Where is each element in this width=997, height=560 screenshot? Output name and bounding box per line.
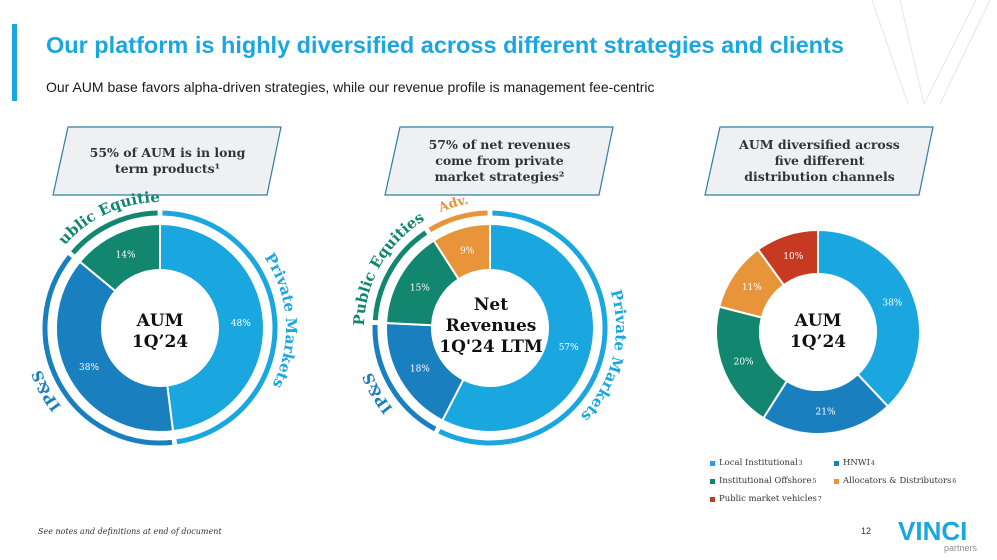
chart1-outer-arc <box>71 210 158 255</box>
callout-line: distribution channels <box>744 169 895 184</box>
chart2-slice-private-markets <box>440 222 595 433</box>
legend-item: Local Institutional 3 <box>710 458 803 468</box>
legend-sup: 5 <box>812 477 817 485</box>
callout-line: term products¹ <box>114 161 221 176</box>
legend-sup: 6 <box>952 477 957 485</box>
legend-label: Local Institutional <box>719 458 798 468</box>
legend-item: HNWI 4 <box>834 458 875 468</box>
center-line: AUM <box>794 311 842 331</box>
chart2-center-label: Net Revenues 1Q'24 LTM <box>431 295 551 358</box>
legend-item: Institutional Offshore 5 <box>710 476 816 486</box>
chart2-value-label: 15% <box>410 284 430 294</box>
callout-shape <box>704 126 934 196</box>
chart2-slice-adv- <box>432 222 491 281</box>
callout-shape <box>52 126 282 196</box>
chart2-arc-label: IP&S <box>359 370 396 417</box>
decorative-v-lines <box>871 0 991 104</box>
legend-sup: 7 <box>817 495 822 503</box>
callout-line: market strategies² <box>434 169 565 184</box>
chart2-value-label: 18% <box>410 365 430 375</box>
legend-swatch <box>710 478 715 484</box>
chart2-value-label: 9% <box>460 246 475 256</box>
center-line: AUM <box>136 311 184 331</box>
chart1-slice-public-equities <box>78 222 161 293</box>
legend-swatch <box>710 496 715 502</box>
callout-line: 57% of net revenues <box>428 137 571 152</box>
chart1-outer-arc <box>42 255 173 446</box>
callout-line: AUM diversified across <box>739 137 900 152</box>
chart1-outer-arc <box>162 210 278 445</box>
chart3-value-label: 20% <box>734 357 754 367</box>
chart2-outer-arc <box>428 210 488 233</box>
vinci-logo-subtitle: partners <box>944 543 978 553</box>
callout-line: five different <box>774 153 865 168</box>
legend-item: Allocators & Distributors 6 <box>834 476 956 486</box>
callout-shape <box>384 126 614 196</box>
chart1-value-label: 14% <box>116 251 136 261</box>
chart3-value-label: 21% <box>816 408 836 418</box>
chart1-value-label: 38% <box>79 363 99 373</box>
callout-net-revenues: 57% of net revenues come from private ma… <box>384 126 615 196</box>
chart2-arc-label: Adv. <box>435 193 469 216</box>
chart1-arc-label: IP&S <box>28 368 65 415</box>
callout-line: 55% of AUM is in long <box>89 145 246 160</box>
chart3-legend: Local Institutional 3 HNWI 4 Institutional… <box>710 458 960 508</box>
chart3-value-label: 10% <box>783 252 803 262</box>
chart2-outer-arc <box>372 230 428 321</box>
chart3-value-label: 38% <box>882 299 902 309</box>
chart3-center-label: AUM 1Q’24 <box>768 311 868 353</box>
chart1-slice-ip-s <box>55 260 175 433</box>
chart2-outer-arc <box>372 324 437 432</box>
center-line: Net <box>473 295 509 315</box>
chart1-slice-private-markets <box>159 222 265 433</box>
legend-label: Institutional Offshore <box>719 476 812 486</box>
vinci-logo: VINCI <box>898 516 968 546</box>
center-line: 1Q’24 <box>789 332 847 352</box>
chart1-value-label: 48% <box>231 319 251 329</box>
chart1-arc-label: Public Equities <box>0 0 160 248</box>
legend-swatch <box>834 478 839 484</box>
chart1-center-label: AUM 1Q’24 <box>110 311 210 353</box>
page-title: Our platform is highly diversified acros… <box>46 32 844 58</box>
legend-item: Public market vehicles 7 <box>710 494 822 504</box>
legend-label: HNWI <box>843 458 870 468</box>
legend-swatch <box>834 460 839 466</box>
page-subtitle: Our AUM base favors alpha-driven strateg… <box>46 79 655 95</box>
footnote: See notes and definitions at end of docu… <box>38 527 222 536</box>
legend-label: Public market vehicles <box>719 494 817 504</box>
legend-label: Allocators & Distributors <box>843 476 952 486</box>
legend-sup: 3 <box>798 459 803 467</box>
center-line: Revenues <box>445 316 537 336</box>
chart3-value-label: 11% <box>742 283 762 293</box>
callout-distribution: AUM diversified across five different di… <box>704 126 935 196</box>
center-line: 1Q’24 <box>131 332 189 352</box>
center-line: 1Q'24 LTM <box>439 337 543 357</box>
page-number: 12 <box>861 526 872 536</box>
callout-line: come from private <box>435 153 564 168</box>
chart3-slice-public-market-vehicles <box>756 228 819 287</box>
accent-bar <box>12 24 17 101</box>
legend-swatch <box>710 460 715 466</box>
chart3-slice-local-institutional <box>817 228 921 408</box>
chart2-value-label: 57% <box>559 343 579 353</box>
callout-aum-long-term: 55% of AUM is in long term products¹ <box>52 126 283 196</box>
legend-sup: 4 <box>870 459 875 467</box>
chart2-outer-arc <box>438 210 608 446</box>
